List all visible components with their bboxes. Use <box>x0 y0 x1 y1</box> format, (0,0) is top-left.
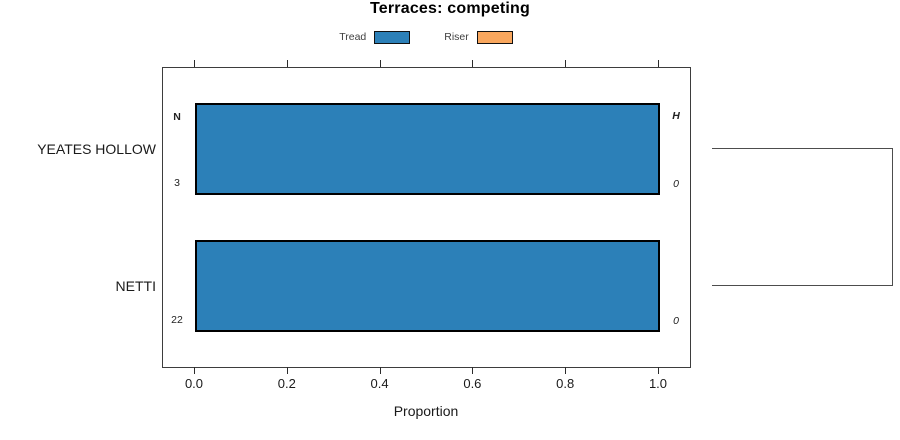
axis-tick-bottom <box>286 367 288 374</box>
axis-tick-top <box>286 60 288 67</box>
count-value-left: 22 <box>171 314 183 326</box>
count-value-right: 0 <box>673 315 679 327</box>
legend-swatch-riser <box>476 30 513 44</box>
axis-tick-bottom <box>194 367 195 374</box>
category-label-yeates-hollow: YEATES HOLLOW <box>37 140 156 157</box>
category-label-netti: NETTI <box>115 277 156 294</box>
x-tick-label: 0.8 <box>556 376 575 391</box>
legend-swatch-tread <box>374 30 411 44</box>
legend-label-tread: Tread <box>339 31 367 43</box>
chart-title: Terraces: competing <box>370 0 530 17</box>
count-header-right: H <box>672 110 680 122</box>
axis-tick-bottom <box>472 367 474 374</box>
legend: Tread Riser <box>162 28 690 46</box>
axis-tick-top <box>194 60 195 67</box>
axis-tick-top <box>379 60 381 67</box>
x-tick-label: 0.6 <box>463 376 482 391</box>
axis-tick-top <box>658 60 659 67</box>
bar-netti-tread <box>195 240 660 332</box>
axis-tick-bottom <box>379 367 381 374</box>
x-axis-label: Proportion <box>393 403 459 419</box>
count-header-left: N <box>173 111 181 123</box>
count-value-left: 3 <box>174 177 180 189</box>
axis-tick-top <box>472 60 474 67</box>
x-tick-label: 0.4 <box>370 376 389 391</box>
x-tick-label: 0.0 <box>184 376 204 391</box>
axis-tick-bottom <box>658 367 659 374</box>
x-tick-label: 0.2 <box>277 376 296 391</box>
legend-item-tread: Tread <box>339 30 411 44</box>
count-value-right: 0 <box>673 178 679 190</box>
legend-item-riser: Riser <box>444 30 513 44</box>
axis-tick-bottom <box>565 367 567 374</box>
bar-yeates-hollow-tread <box>195 103 660 195</box>
axis-tick-top <box>565 60 567 67</box>
legend-label-riser: Riser <box>444 31 469 43</box>
x-tick-label: 1.0 <box>648 376 668 391</box>
